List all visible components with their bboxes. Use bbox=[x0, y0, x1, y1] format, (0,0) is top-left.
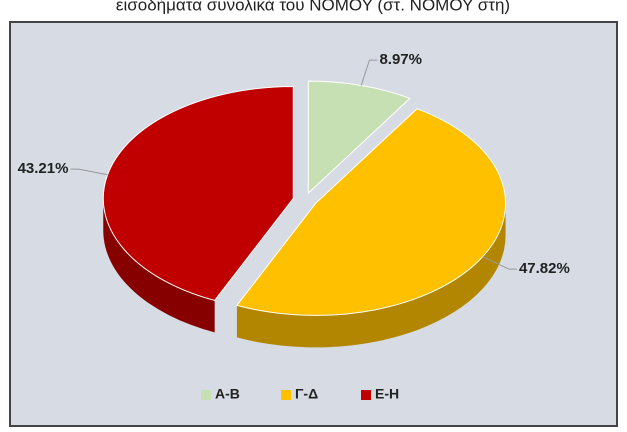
chart-title: εισοδήματα συνολικά του ΝΟΜΟΥ (στ. ΝΟΜΟΥ… bbox=[116, 0, 510, 14]
legend-label: Γ-Δ bbox=[295, 386, 318, 402]
pie-slice bbox=[102, 85, 294, 302]
data-label: 8.97% bbox=[379, 51, 422, 68]
slice-side bbox=[236, 203, 506, 348]
legend-swatch bbox=[281, 390, 291, 400]
legend-label: Α-Β bbox=[215, 386, 240, 402]
legend-swatch bbox=[201, 390, 211, 400]
legend-label: Ε-Η bbox=[375, 386, 399, 402]
slice-side bbox=[103, 198, 215, 333]
leader-line bbox=[360, 59, 378, 86]
data-label: 43.21% bbox=[18, 160, 69, 177]
leader-line bbox=[70, 168, 108, 176]
leader-line bbox=[482, 256, 517, 270]
legend-swatch bbox=[361, 390, 371, 400]
data-label: 47.82% bbox=[519, 260, 570, 277]
